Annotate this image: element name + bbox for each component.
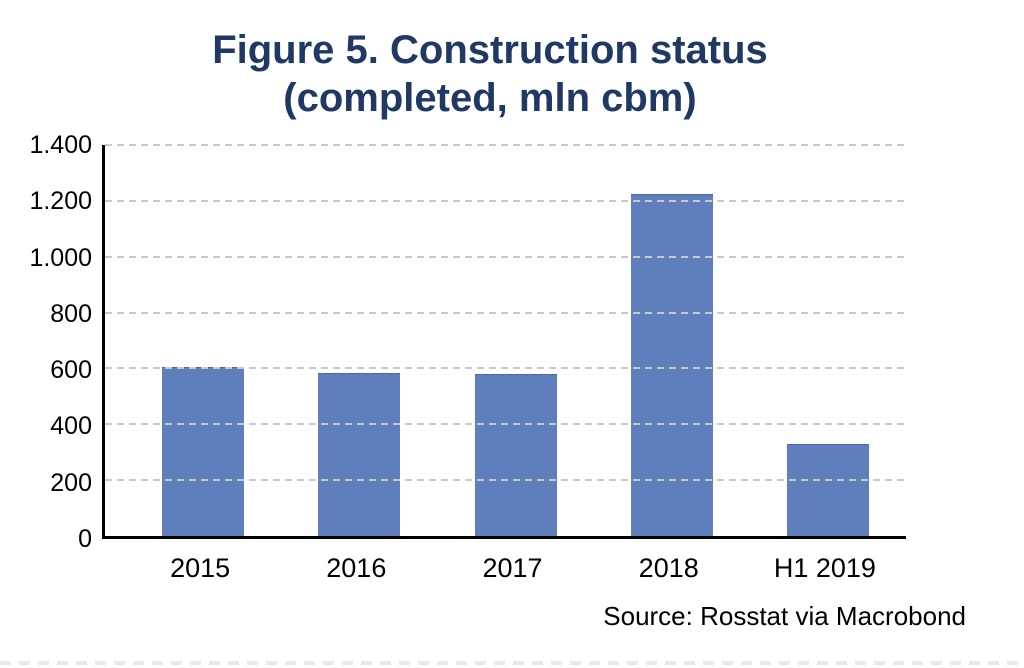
bar-slot: [437, 145, 593, 536]
bar-slot: [281, 145, 437, 536]
y-tick-label-400: 400: [50, 412, 92, 441]
bar-h1-2019: [786, 443, 869, 536]
bar-2018: [630, 193, 713, 536]
x-tick-label-2017: 2017: [482, 553, 543, 583]
x-tick-label-2018: 2018: [638, 553, 699, 583]
y-tick-label-0: 0: [78, 525, 92, 553]
y-tick-label-1200: 1.200: [29, 187, 92, 216]
bottom-dashed-rule: [0, 661, 1024, 665]
bar-2016: [318, 372, 401, 536]
chart-title-line1: Figure 5. Construction status: [212, 28, 768, 72]
bar-slot: [594, 145, 750, 536]
bar-2015: [162, 367, 245, 536]
gridline-1400: [105, 144, 906, 146]
gridline-1200: [105, 199, 906, 202]
x-tick-label-2015: 2015: [170, 553, 231, 583]
plot-area: [102, 144, 906, 539]
gridline-200: [105, 479, 906, 482]
bar-slot: [750, 145, 906, 536]
gridline-800: [105, 311, 906, 314]
gridline-1000: [105, 255, 906, 258]
y-tick-label-1400: 1.400: [29, 131, 92, 159]
source-note: Source: Rosstat via Macrobond: [603, 601, 966, 631]
x-axis: 2015 2016 2017 2018 H1 2019: [122, 553, 903, 583]
bar-2017: [474, 374, 557, 536]
chart-title: Figure 5. Construction status (completed…: [0, 26, 980, 122]
x-tick-label-2016: 2016: [326, 553, 387, 583]
gridline-400: [105, 423, 906, 426]
gridline-600: [105, 367, 906, 370]
chart-title-line2: (completed, mln cbm): [283, 76, 697, 120]
y-tick-label-200: 200: [50, 468, 92, 497]
y-axis: 0 200 400 600 800 1.000 1.200 1.400: [0, 131, 92, 553]
bar-slot: [125, 145, 281, 536]
y-tick-label-1000: 1.000: [29, 243, 92, 272]
x-tick-label-h1-2019: H1 2019: [773, 553, 876, 583]
bars-row: [125, 145, 906, 536]
y-tick-label-800: 800: [50, 299, 92, 328]
y-tick-label-600: 600: [50, 356, 92, 385]
